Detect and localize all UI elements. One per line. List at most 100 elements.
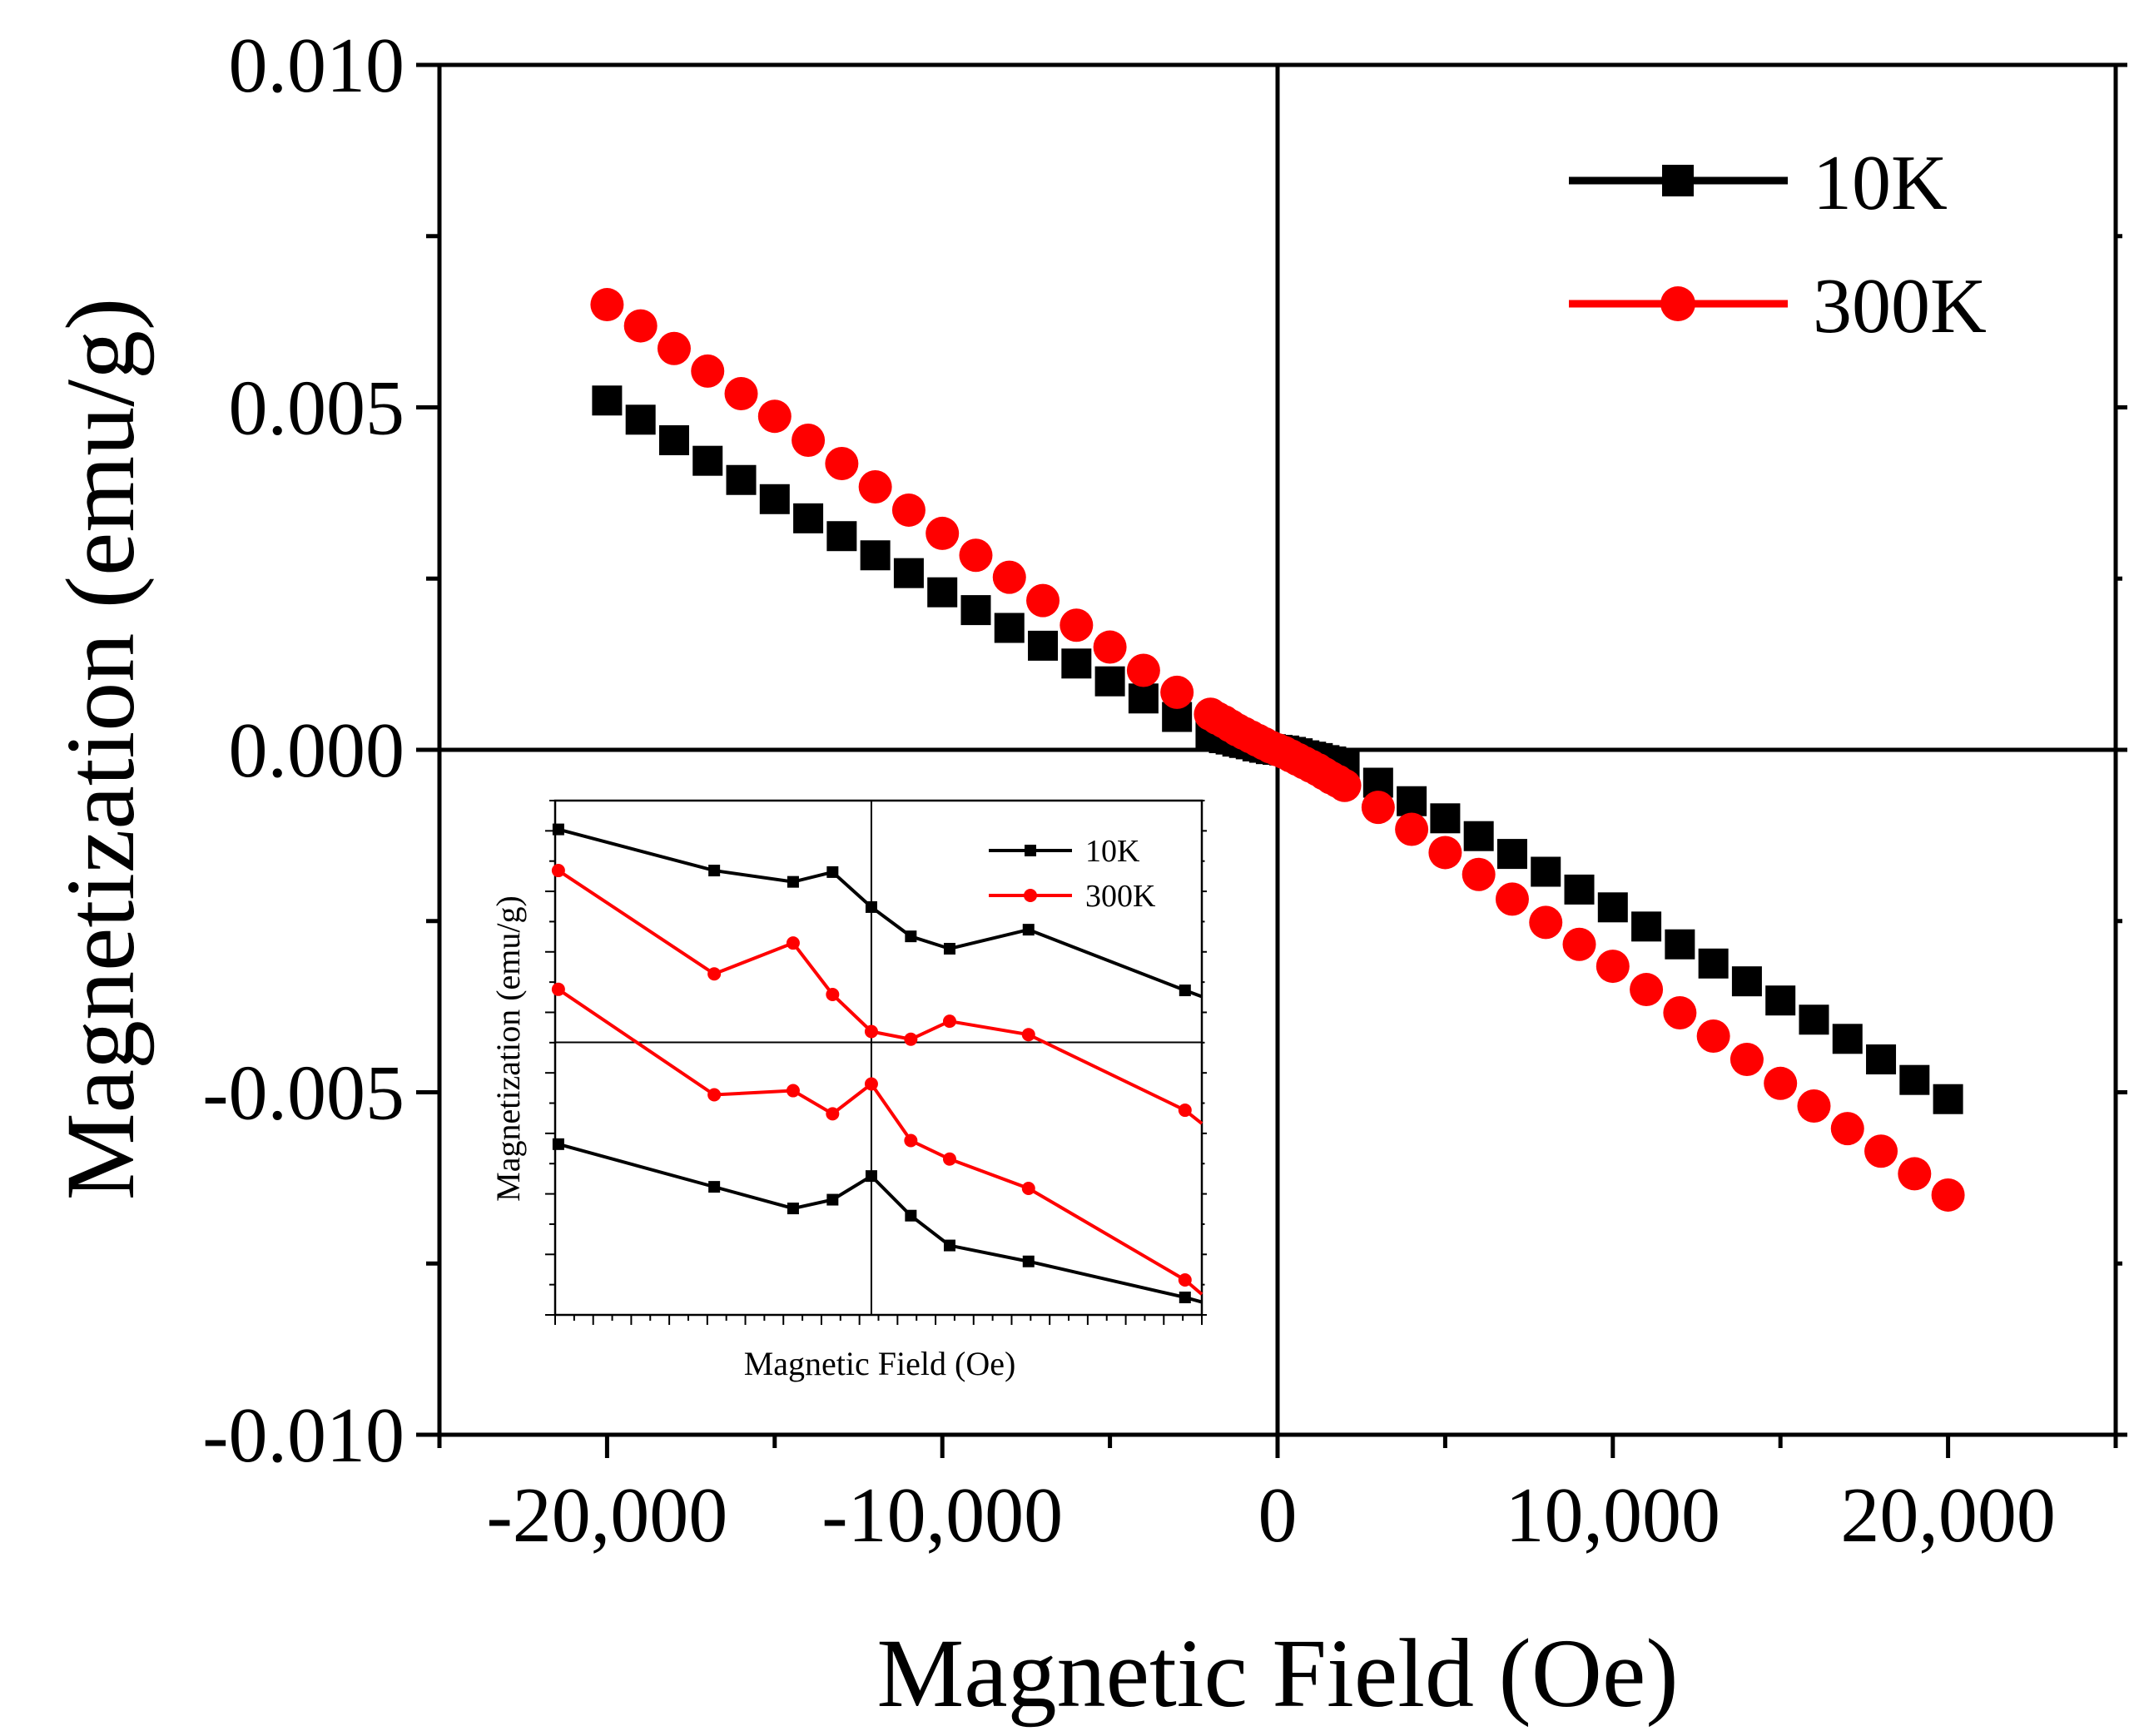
inset-data-point-300K: [1021, 1028, 1035, 1042]
inset-data-point-10K: [905, 930, 917, 943]
data-point-10K: [1128, 683, 1159, 714]
data-point-300K: [1026, 583, 1060, 618]
data-point-10K: [927, 577, 958, 608]
data-point-10K: [1463, 821, 1494, 851]
inset-data-point-300K: [1178, 1104, 1192, 1118]
inset-line-10K: [558, 827, 1203, 999]
inset-data-point-10K: [865, 1170, 877, 1183]
main-plot: -20,000 -10,000 0 10,000 20,000 -0.010 -0.005 0…: [46, 22, 2127, 1728]
inset-legend: 10K 300K: [989, 834, 1156, 914]
inset-series-10K: [552, 1138, 1203, 1304]
inset-data-point-300K: [864, 1077, 878, 1091]
legend-marker-300K: [1660, 286, 1695, 321]
inset-data-point-300K: [1178, 1272, 1192, 1287]
inset-data-point-10K: [826, 866, 839, 878]
y-tick-label: 0.000: [229, 707, 405, 794]
data-point-300K: [1630, 973, 1664, 1007]
data-point-300K: [1931, 1178, 1965, 1212]
x-tick-label: 10,000: [1506, 1472, 1721, 1559]
inset-legend-label-300K: 300K: [1085, 879, 1156, 914]
data-point-300K: [724, 377, 758, 411]
legend-label-10K: 10K: [1813, 140, 1948, 226]
data-point-300K: [1864, 1134, 1898, 1168]
inset-data-point-10K: [943, 1239, 955, 1252]
inset-series-10K: [552, 823, 1203, 999]
data-point-10K: [1731, 966, 1762, 997]
data-point-10K: [1061, 648, 1092, 679]
x-tick-label: -20,000: [486, 1472, 727, 1559]
data-point-300K: [1529, 905, 1563, 940]
inset-data-point-10K: [943, 942, 955, 955]
data-point-10K: [1799, 1004, 1829, 1035]
main-legend: 10K 300K: [1569, 140, 1987, 350]
data-point-300K: [1093, 630, 1127, 664]
data-point-10K: [1765, 985, 1796, 1016]
data-point-300K: [1428, 836, 1462, 870]
data-point-10K: [658, 425, 689, 456]
inset-data-point-300K: [786, 936, 800, 950]
inset-data-point-10K: [708, 1181, 721, 1193]
inset-series-300K: [551, 982, 1203, 1296]
inset-data-point-300K: [551, 982, 565, 996]
inset-data-point-10K: [905, 1209, 917, 1222]
data-point-300K: [825, 446, 859, 480]
inset-line-300K: [557, 869, 1203, 1125]
data-point-10K: [726, 464, 757, 495]
data-point-10K: [1496, 839, 1527, 870]
data-point-300K: [992, 560, 1026, 594]
inset-series-300K: [551, 864, 1203, 1125]
data-point-10K: [1631, 911, 1662, 942]
data-point-300K: [1462, 857, 1496, 891]
data-point-10K: [1094, 666, 1125, 697]
data-point-300K: [1797, 1089, 1831, 1123]
data-point-10K: [994, 613, 1025, 643]
y-axis-label: Magnetization (emu/g): [46, 298, 155, 1201]
data-point-300K: [1663, 996, 1697, 1030]
data-point-300K: [657, 331, 691, 365]
data-point-10K: [1028, 630, 1059, 661]
data-point-10K: [759, 484, 790, 514]
data-point-300K: [1898, 1157, 1932, 1191]
data-point-300K: [1764, 1066, 1798, 1100]
inset-data-point-300K: [904, 1133, 918, 1148]
data-point-10K: [1597, 892, 1628, 923]
inset-y-axis-label: Magnetization (emu/g): [489, 895, 527, 1202]
data-point-10K: [1832, 1024, 1863, 1054]
data-point-10K: [1564, 874, 1595, 905]
data-point-10K: [592, 385, 623, 416]
y-tick-label: 0.010: [229, 22, 405, 109]
inset-data-point-10K: [552, 823, 564, 836]
data-point-10K: [625, 404, 656, 435]
data-point-300K: [590, 288, 624, 322]
legend-label-300K: 300K: [1813, 263, 1987, 350]
data-point-300K: [1495, 882, 1529, 916]
inset-data-point-300K: [707, 1088, 722, 1102]
data-point-10K: [692, 445, 723, 476]
data-point-10K: [793, 503, 824, 533]
data-point-10K: [1933, 1084, 1963, 1114]
inset-legend-marker-10K: [1025, 845, 1036, 856]
y-tick-label: 0.005: [229, 365, 405, 452]
data-point-300K: [891, 493, 926, 527]
x-tick-label: -10,000: [821, 1472, 1063, 1559]
data-point-300K: [1160, 675, 1194, 709]
inset-data-point-300K: [826, 1107, 840, 1121]
inset-data-point-10K: [865, 900, 877, 913]
data-point-10K: [1899, 1064, 1930, 1095]
inset-data-point-300K: [551, 864, 565, 878]
inset-data-point-300K: [904, 1032, 918, 1046]
data-point-300K: [1361, 791, 1395, 825]
data-point-10K: [1665, 929, 1695, 960]
inset-data-point-300K: [826, 987, 840, 1001]
inset-data-point-10K: [552, 1138, 564, 1150]
inset-data-point-300K: [864, 1024, 878, 1039]
data-point-300K: [1562, 927, 1596, 961]
inset-line-10K: [558, 1142, 1203, 1304]
inset-legend-label-10K: 10K: [1085, 834, 1140, 869]
data-point-10K: [1430, 803, 1461, 834]
data-point-300K: [959, 538, 993, 573]
x-tick-label: 20,000: [1840, 1472, 2056, 1559]
inset-data-point-10K: [787, 1203, 799, 1215]
data-point-10K: [860, 540, 891, 571]
y-tick-label: -0.010: [202, 1392, 404, 1479]
